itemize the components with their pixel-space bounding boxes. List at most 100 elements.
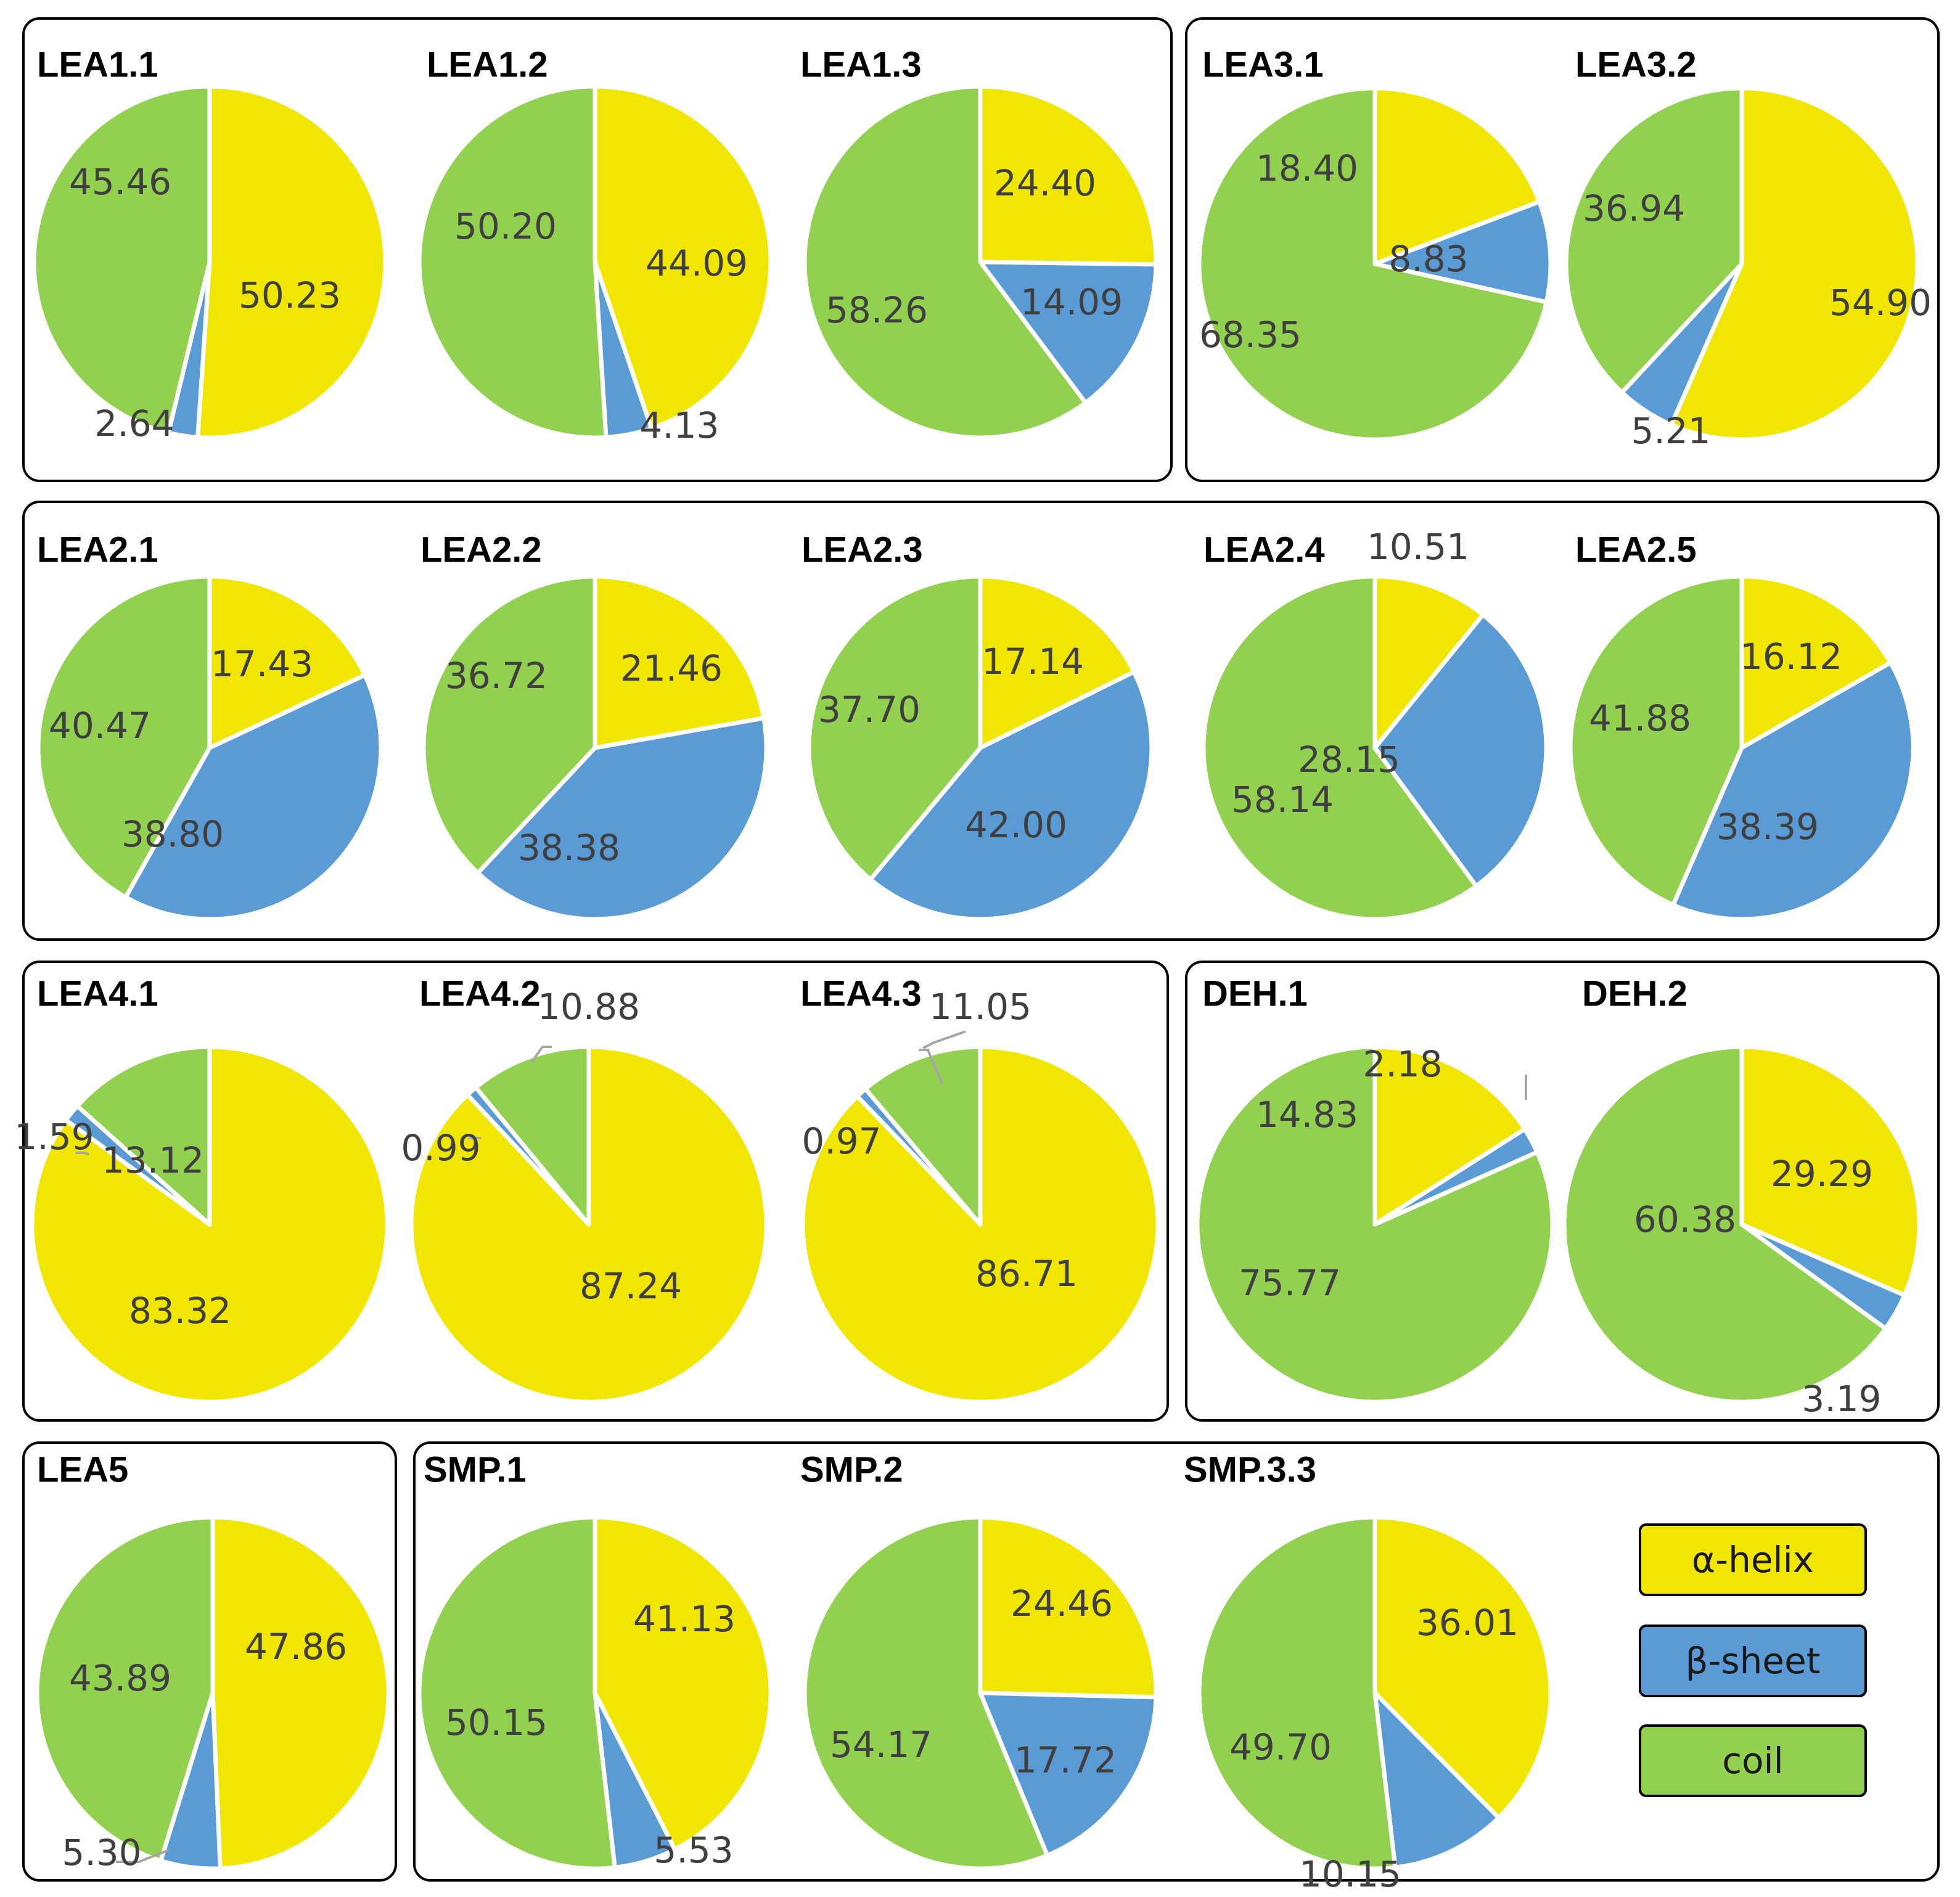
slice-sheet	[475, 716, 769, 922]
data-label-helix: 44.09	[646, 242, 748, 284]
slice-coil	[474, 1044, 591, 1227]
slice-helix	[593, 574, 766, 750]
data-label-helix: 29.29	[1771, 1153, 1873, 1195]
panel-lea2	[22, 501, 1940, 941]
data-label-coil: 45.46	[69, 161, 171, 203]
data-label-sheet: 3.19	[1802, 1378, 1881, 1420]
data-label-coil: 75.77	[1239, 1262, 1341, 1304]
data-label-sheet: 14.09	[1020, 281, 1123, 323]
data-label-coil: 40.47	[49, 705, 151, 747]
data-label-helix: 36.01	[1416, 1602, 1519, 1644]
pie-lea3-1: 18.40 8.83 68.35 LEA3.1	[1197, 45, 1553, 442]
slice-coil	[1197, 86, 1549, 442]
data-label-helix: 14.83	[1256, 1094, 1358, 1136]
data-label-coil: 43.89	[69, 1657, 171, 1699]
data-label-helix: 21.46	[620, 647, 723, 689]
data-label-sheet: 8.83	[1388, 238, 1468, 280]
slice-coil	[75, 1044, 212, 1227]
leader-line-coil	[530, 1046, 552, 1063]
pie-lea1-3: 24.40 14.09 58.26 LEA1.3	[800, 45, 1158, 440]
data-label-coil: 10.88	[538, 986, 640, 1028]
slice-sheet	[868, 670, 1154, 922]
slice-coil	[1564, 86, 1744, 395]
data-label-helix: 16.12	[1740, 636, 1842, 678]
data-label-helix: 18.40	[1256, 147, 1358, 189]
pie-smp-1: 41.13 5.53 50.15 SMP.1	[417, 1450, 773, 1871]
slice-coil	[417, 84, 609, 440]
slice-coil	[1201, 574, 1478, 922]
slice-coil	[417, 1515, 617, 1871]
data-label-coil: 50.20	[454, 205, 557, 247]
slice-coil	[1562, 1044, 1888, 1404]
panel-smp	[413, 1441, 1940, 1882]
data-label-sheet: 17.72	[1014, 1739, 1117, 1781]
slice-helix	[1669, 86, 1920, 442]
data-label-helix: 17.14	[982, 641, 1084, 682]
pie-lea3-2: 54.90 5.21 36.94 LEA3.2	[1564, 45, 1932, 452]
data-label-sheet: 5.53	[654, 1829, 733, 1871]
pie-title: LEA1.3	[800, 45, 922, 85]
data-label-helix: 54.90	[1829, 282, 1932, 324]
legend-label-sheet: β-sheet	[1685, 1640, 1820, 1682]
slice-coil	[1568, 574, 1744, 908]
pie-title: LEA3.2	[1575, 45, 1697, 85]
legend-swatch-coil	[1639, 1724, 1867, 1797]
pie-lea1-2: 44.09 4.13 50.20 LEA1.2	[417, 45, 773, 446]
data-label-helix: 87.24	[580, 1265, 682, 1307]
slice-sheet	[1372, 612, 1549, 888]
legend-label-helix: α-helix	[1692, 1539, 1814, 1581]
legend-swatch-helix	[1639, 1523, 1867, 1596]
slice-helix	[978, 1515, 1158, 1700]
slice-helix	[593, 1515, 773, 1852]
panel-lea1	[22, 17, 1173, 482]
legend-label-coil: coil	[1722, 1740, 1784, 1782]
data-label-coil: 60.38	[1634, 1198, 1736, 1240]
slice-coil	[1197, 1515, 1398, 1871]
data-label-coil: 36.94	[1583, 187, 1685, 229]
data-label-sheet: 5.21	[1631, 410, 1710, 452]
data-label-sheet: 0.99	[401, 1127, 480, 1169]
data-label-sheet: 28.15	[1298, 739, 1400, 781]
leader-line-sheet	[75, 1152, 89, 1155]
data-label-helix: 10.51	[1367, 526, 1469, 568]
panel-lea4	[22, 961, 1169, 1422]
slice-sheet	[1671, 660, 1916, 922]
data-label-coil: 11.05	[929, 986, 1031, 1028]
leader-line-sheet	[116, 1849, 169, 1863]
slice-helix	[1372, 574, 1485, 750]
slice-helix	[978, 574, 1136, 750]
data-label-coil: 49.70	[1229, 1726, 1332, 1768]
pie-title: LEA1.2	[427, 45, 548, 85]
slice-coil	[1195, 1044, 1555, 1404]
slice-helix	[593, 84, 773, 431]
slice-helix	[1739, 574, 1893, 750]
data-label-helix: 24.46	[1011, 1583, 1113, 1625]
slice-sheet	[978, 1690, 1158, 1858]
data-label-sheet: 0.97	[802, 1120, 881, 1162]
slice-coil	[802, 1515, 1050, 1871]
slice-coil	[31, 84, 212, 435]
data-label-coil: 36.72	[445, 655, 547, 697]
slice-sheet	[1372, 199, 1553, 305]
data-label-sheet: 2.18	[1363, 1043, 1442, 1085]
data-label-sheet: 42.00	[965, 804, 1067, 846]
pie-lea2-2: 21.46 38.38 36.72 LEA2.2	[420, 530, 769, 922]
slice-sheet	[1372, 1690, 1501, 1870]
pie-lea2-5: 16.12 38.39 41.88 LEA2.5	[1568, 530, 1916, 922]
slice-helix	[210, 1515, 391, 1871]
panel-lea3	[1185, 17, 1940, 482]
slice-coil	[36, 574, 212, 899]
leader-line-coil	[922, 1030, 966, 1049]
pie-title: LEA2.5	[1575, 530, 1697, 570]
slice-coil	[863, 1044, 983, 1227]
data-label-sheet: 2.64	[94, 403, 174, 445]
legend-swatch-sheet	[1639, 1625, 1867, 1697]
panel-lea5	[22, 1441, 397, 1882]
data-label-sheet: 38.80	[121, 813, 224, 855]
data-label-sheet: 10.15	[1299, 1853, 1401, 1895]
pie-title: LEA4.3	[800, 974, 922, 1014]
